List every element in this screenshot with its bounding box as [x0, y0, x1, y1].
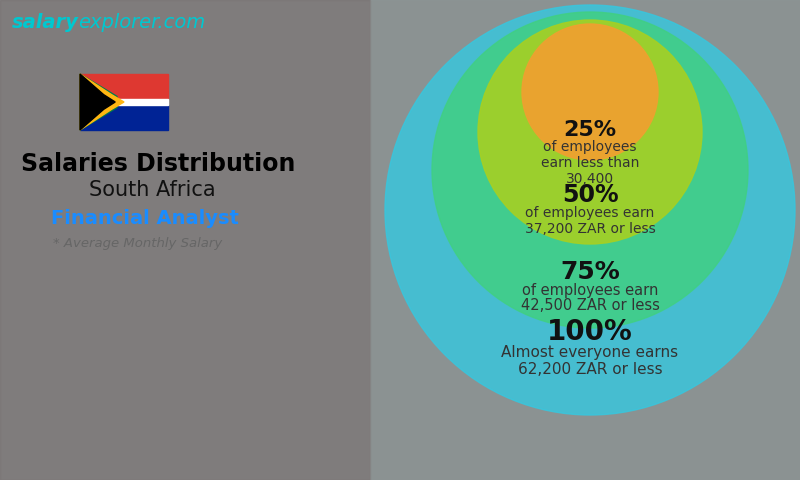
Text: South Africa: South Africa [89, 180, 215, 200]
Text: 42,500 ZAR or less: 42,500 ZAR or less [521, 299, 659, 313]
Text: 25%: 25% [563, 120, 617, 140]
Text: Financial Analyst: Financial Analyst [51, 209, 239, 228]
Text: Salaries Distribution: Salaries Distribution [21, 152, 295, 176]
Text: 75%: 75% [560, 260, 620, 284]
Text: 100%: 100% [547, 318, 633, 346]
Text: 62,200 ZAR or less: 62,200 ZAR or less [518, 362, 662, 377]
Bar [80, 105, 168, 130]
Text: salary: salary [12, 12, 79, 32]
Text: Almost everyone earns: Almost everyone earns [502, 346, 678, 360]
Bar [370, 0, 800, 480]
Polygon shape [80, 74, 117, 130]
Text: 50%: 50% [562, 183, 618, 207]
Text: of employees earn: of employees earn [526, 206, 654, 220]
Bar [80, 74, 168, 99]
Bar [0, 0, 370, 480]
Text: * Average Monthly Salary: * Average Monthly Salary [54, 237, 222, 250]
Circle shape [478, 20, 702, 244]
Polygon shape [80, 74, 124, 130]
Text: 30,400: 30,400 [566, 172, 614, 186]
Circle shape [522, 24, 658, 160]
Text: of employees earn: of employees earn [522, 283, 658, 298]
Polygon shape [80, 74, 115, 130]
Bar [80, 99, 168, 106]
Circle shape [432, 12, 748, 328]
Text: 37,200 ZAR or less: 37,200 ZAR or less [525, 222, 655, 236]
Circle shape [385, 5, 795, 415]
Text: of employees: of employees [543, 140, 637, 154]
Text: explorer.com: explorer.com [78, 12, 206, 32]
Text: earn less than: earn less than [541, 156, 639, 170]
